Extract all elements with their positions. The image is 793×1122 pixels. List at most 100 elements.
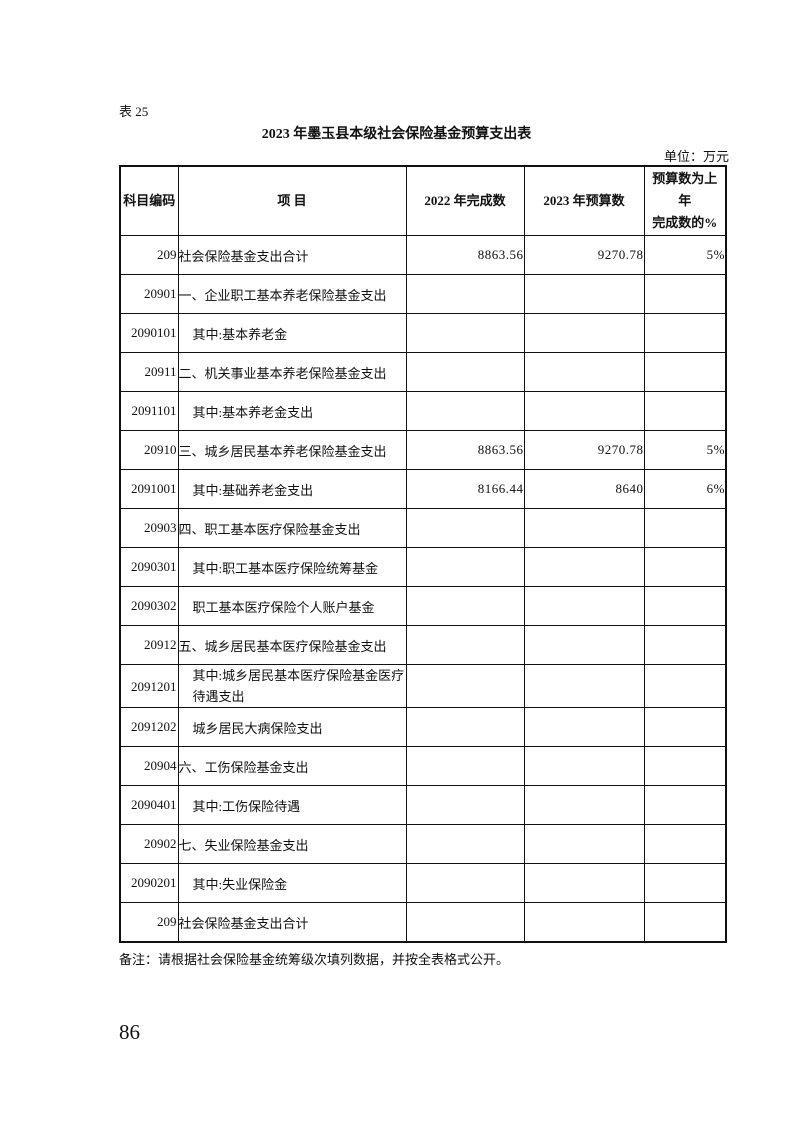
cell-text: 209: [157, 914, 177, 929]
cell-y2023: [523, 352, 645, 392]
cell-code: 2091001: [119, 469, 179, 509]
cell-y2023: [523, 785, 645, 825]
cell-pct: [643, 824, 727, 864]
cell-code: 20901: [119, 274, 179, 314]
cell-text: 其中:基本养老金: [192, 326, 288, 342]
header-2023: 2023 年预算数: [523, 165, 645, 236]
cell-text: 8863.56: [477, 442, 524, 457]
cell-text: 209: [157, 247, 177, 262]
cell-text: 社会保险基金支出合计: [178, 915, 309, 931]
cell-item: 其中:基本养老金支出: [177, 391, 407, 431]
cell-code: 20911: [119, 352, 179, 392]
cell-y2022: [405, 274, 525, 314]
cell-code: 209: [119, 235, 179, 275]
cell-text: 其中:职工基本医疗保险统筹基金: [192, 560, 379, 576]
cell-text: 其中:工伤保险待遇: [192, 798, 301, 814]
cell-code: 2091202: [119, 707, 179, 747]
cell-text: 一、企业职工基本养老保险基金支出: [178, 287, 387, 303]
cell-y2023: 9270.78: [523, 430, 645, 470]
cell-pct: [643, 352, 727, 392]
cell-item: 其中:失业保险金: [177, 863, 407, 903]
cell-pct: [643, 664, 727, 708]
cell-item: 其中:城乡居民基本医疗保险基金医疗待遇支出: [177, 664, 407, 708]
cell-y2022: [405, 352, 525, 392]
cell-text: 9270.78: [597, 247, 644, 262]
cell-y2022: [405, 508, 525, 548]
header-item: 项 目: [177, 165, 407, 236]
cell-text: 20904: [144, 758, 177, 773]
cell-y2023: [523, 586, 645, 626]
cell-item: 三、城乡居民基本养老保险基金支出: [177, 430, 407, 470]
cell-y2023: [523, 664, 645, 708]
cell-item: 社会保险基金支出合计: [177, 235, 407, 275]
table-row: 2090101 其中:基本养老金: [119, 313, 727, 353]
table-row: 2091101 其中:基本养老金支出: [119, 391, 727, 431]
cell-text: 20910: [144, 442, 177, 457]
table-row: 2091001 其中:基础养老金支出 8166.44 8640 6%: [119, 469, 727, 509]
cell-y2022: [405, 824, 525, 864]
cell-pct: [643, 785, 727, 825]
cell-text: 2091101: [131, 403, 177, 418]
cell-text: 20912: [144, 637, 177, 652]
cell-y2022: 8863.56: [405, 430, 525, 470]
cell-text: 20903: [144, 520, 177, 535]
table-row: 2090302 职工基本医疗保险个人账户基金: [119, 586, 727, 626]
cell-code: 20903: [119, 508, 179, 548]
cell-y2022: [405, 707, 525, 747]
header-pct: 预算数为上 年 完成数的%: [643, 165, 727, 236]
cell-text: 2090301: [131, 559, 177, 574]
cell-text: 8640: [615, 481, 644, 496]
cell-text: 四、职工基本医疗保险基金支出: [178, 521, 361, 537]
cell-pct: [643, 508, 727, 548]
cell-y2022: [405, 785, 525, 825]
cell-text: 五、城乡居民基本医疗保险基金支出: [178, 638, 387, 654]
cell-text: 2090302: [131, 598, 177, 613]
cell-code: 2090201: [119, 863, 179, 903]
cell-y2022: 8863.56: [405, 235, 525, 275]
cell-pct: [643, 625, 727, 665]
header-2022: 2022 年完成数: [405, 165, 525, 236]
cell-item: 其中:基础养老金支出: [177, 469, 407, 509]
cell-text: 2090201: [131, 875, 177, 890]
cell-text: 6%: [706, 481, 725, 496]
cell-pct: [643, 274, 727, 314]
cell-y2023: [523, 902, 645, 943]
cell-pct: [643, 863, 727, 903]
header-pct-line: 完成数的%: [652, 215, 718, 230]
cell-text: 职工基本医疗保险个人账户基金: [192, 599, 375, 615]
cell-text: 其中:城乡居民基本医疗保险基金医疗待遇支出: [192, 668, 405, 704]
cell-y2022: [405, 863, 525, 903]
cell-text: 六、工伤保险基金支出: [178, 759, 309, 775]
cell-code: 2090401: [119, 785, 179, 825]
table-row: 2091202 城乡居民大病保险支出: [119, 707, 727, 747]
cell-code: 2091101: [119, 391, 179, 431]
cell-text: 2091001: [131, 481, 177, 496]
table-row: 209 社会保险基金支出合计 8863.56 9270.78 5%: [119, 235, 727, 275]
cell-y2022: [405, 625, 525, 665]
cell-pct: [643, 707, 727, 747]
cell-y2023: [523, 746, 645, 786]
table-row: 2090301 其中:职工基本医疗保险统筹基金: [119, 547, 727, 587]
cell-text: 其中:基础养老金支出: [192, 482, 314, 498]
cell-code: 2090302: [119, 586, 179, 626]
cell-item: 五、城乡居民基本医疗保险基金支出: [177, 625, 407, 665]
table-row: 20901 一、企业职工基本养老保险基金支出: [119, 274, 727, 314]
cell-y2023: [523, 863, 645, 903]
header-code: 科目编码: [119, 165, 179, 236]
cell-pct: 5%: [643, 235, 727, 275]
table-row: 2090201 其中:失业保险金: [119, 863, 727, 903]
table-number: 表 25: [119, 104, 149, 119]
cell-y2022: [405, 391, 525, 431]
cell-item: 七、失业保险基金支出: [177, 824, 407, 864]
cell-y2022: [405, 902, 525, 943]
table-row: 20912 五、城乡居民基本医疗保险基金支出: [119, 625, 727, 665]
cell-code: 20910: [119, 430, 179, 470]
cell-y2023: [523, 625, 645, 665]
cell-code: 20904: [119, 746, 179, 786]
cell-y2023: [523, 824, 645, 864]
header-pct-line: 年: [678, 193, 692, 208]
cell-text: 2090401: [131, 797, 177, 812]
cell-y2022: [405, 313, 525, 353]
page-title: 2023 年墨玉县本级社会保险基金预算支出表: [261, 127, 532, 142]
cell-text: 2091202: [131, 719, 177, 734]
